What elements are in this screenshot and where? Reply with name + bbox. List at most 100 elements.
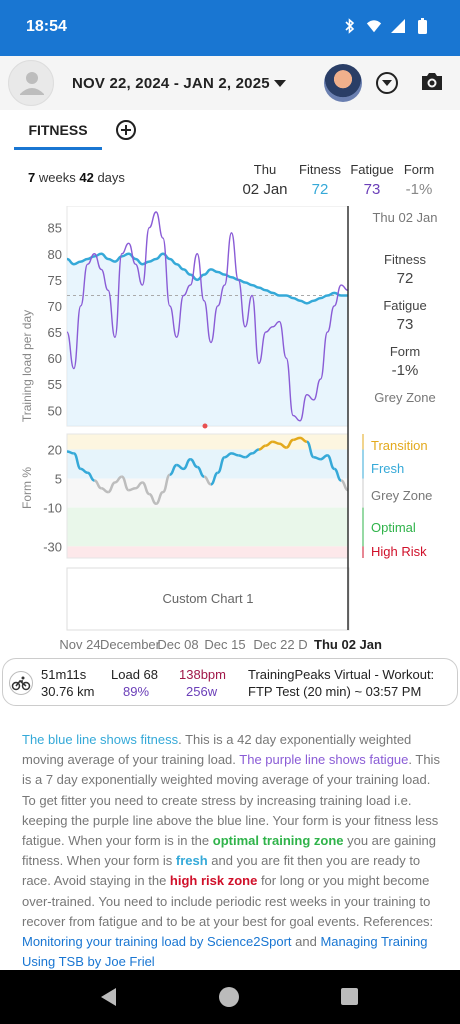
desc-blue: The blue line shows fitness	[22, 732, 179, 747]
activity-intensity: 89%	[123, 684, 150, 699]
optimal-legend-bar	[362, 507, 364, 547]
fitness-description: The blue line shows fitness. This is a 4…	[22, 730, 440, 972]
form-value: -1%	[405, 181, 433, 198]
form-line-segment	[101, 487, 109, 494]
side-fatigue-label: Fatigue	[383, 298, 427, 313]
activity-card[interactable]: 51m11s 30.76 km Load 68 89% 138bpm 256w …	[2, 658, 458, 706]
desc-text1: . This is a 42 day exponentially weighte…	[22, 732, 412, 768]
form-line-segment	[340, 479, 349, 492]
camera-icon[interactable]	[420, 70, 444, 92]
x-axis-label: Dec 08	[157, 637, 198, 652]
chevron-down-icon[interactable]	[274, 80, 286, 87]
form-label: Form	[403, 162, 435, 177]
form-line-segment	[114, 475, 123, 484]
custom-chart-box[interactable]	[66, 567, 350, 631]
fitness-value: 72	[311, 181, 329, 198]
summary-date-value: 02 Jan	[242, 181, 288, 198]
form-line-segment	[135, 481, 143, 490]
load-y-tick-label: 80	[48, 247, 62, 262]
chart-tabs: FITNESS	[0, 110, 460, 154]
activity-duration: 51m11s	[41, 667, 87, 682]
fitness-chart[interactable]: 85 80 75 70 65 60 55 50 Training load per day 2…	[0, 205, 460, 656]
form-line-segment	[66, 450, 74, 455]
form-line-segment	[238, 454, 246, 459]
days-count: 42	[79, 170, 94, 185]
form-line-segment	[148, 492, 157, 505]
tab-fitness[interactable]: FITNESS	[14, 110, 102, 150]
form-line-segment	[190, 457, 198, 469]
x-axis-label: Thu 02 Jan	[314, 637, 382, 652]
app-bar: NOV 22, 2024 - JAN 2, 2025	[0, 56, 460, 110]
wifi-icon	[366, 20, 382, 33]
summary-day: Thu	[253, 162, 277, 177]
high-risk-legend-bar	[362, 546, 364, 558]
add-chart-icon[interactable]	[116, 120, 136, 140]
form-line-segment	[87, 471, 95, 482]
today-marker	[202, 423, 208, 429]
desc-purple: The purple line shows fatigue	[239, 752, 409, 768]
fitness-line	[66, 252, 348, 305]
fresh-band	[67, 449, 348, 479]
desc-and: and	[291, 934, 321, 950]
status-icons	[342, 17, 430, 35]
form-line-segment	[121, 475, 130, 492]
x-axis-label: D	[298, 637, 307, 652]
activity-title-line2: FTP Test (20 min) ~ 03:57 PM	[248, 684, 422, 699]
form-line-segment	[210, 471, 219, 486]
profile-avatar[interactable]	[324, 64, 362, 102]
bike-icon	[9, 671, 33, 695]
bluetooth-icon	[345, 18, 355, 34]
form-y-tick-label: -10	[43, 501, 62, 516]
activity-distance: 30.76 km	[41, 684, 95, 699]
load-y-axis-label: Training load per day	[20, 310, 34, 422]
zone-optimal: Optimal	[371, 520, 416, 535]
form-line-segment	[169, 463, 178, 476]
x-axis-label: Dec 22	[253, 637, 294, 652]
form-line-segment	[333, 467, 342, 482]
x-axis-label: Dec 15	[204, 637, 245, 652]
load-y-tick-label: 50	[48, 403, 62, 418]
load-y-tick-label: 85	[48, 221, 62, 236]
activity-title-line1: TrainingPeaks Virtual - Workout:	[248, 667, 435, 682]
reference-link-joe-friel[interactable]: Managing Training Using TSB by Joe Friel	[22, 934, 428, 970]
weeks-word: weeks	[38, 170, 76, 185]
activity-load: Load 68	[111, 667, 158, 682]
summary-date: Thu 02 Jan	[236, 162, 294, 198]
form-line-segment	[94, 479, 102, 490]
dropdown-circle-icon[interactable]	[376, 72, 398, 94]
athlete-avatar[interactable]	[8, 60, 54, 106]
side-zone: Grey Zone	[374, 390, 436, 405]
form-line-segment	[279, 442, 287, 449]
reference-link-science2sport[interactable]: Monitoring your training load by Science…	[22, 934, 292, 950]
load-y-tick-label: 65	[48, 325, 62, 340]
date-range-selector[interactable]: NOV 22, 2024 - JAN 2, 2025	[72, 75, 270, 92]
fatigue-line	[66, 211, 349, 422]
form-line-segment	[258, 444, 266, 451]
x-axis-label: December	[100, 637, 161, 652]
custom-chart-label[interactable]: Custom Chart 1	[162, 591, 253, 606]
desc-high-risk: high risk zone	[169, 873, 258, 889]
zone-grey: Grey Zone	[371, 488, 433, 503]
home-icon[interactable]	[219, 987, 239, 1007]
days-word: days	[97, 170, 125, 185]
form-line-segment	[272, 440, 280, 445]
side-fitness-value: 72	[396, 270, 414, 287]
recent-apps-icon[interactable]	[341, 988, 358, 1005]
fitness-chart-svg[interactable]: 85 80 75 70 65 60 55 50 Training load per day 2…	[0, 205, 460, 656]
form-line-segment	[73, 452, 82, 471]
fatigue-label: Fatigue	[350, 162, 394, 177]
form-y-ticks: 20 5 -10 -30	[43, 443, 62, 555]
side-form-value: -1%	[391, 362, 419, 379]
form-line-segment	[107, 481, 116, 494]
load-y-ticks: 85 80 75 70 65 60 55 50	[48, 221, 62, 419]
form-line-segment	[196, 465, 205, 478]
form-line-segment	[299, 436, 308, 443]
battery-icon	[418, 18, 427, 34]
zone-transition: Transition	[371, 438, 428, 453]
form-y-axis-label: Form %	[20, 467, 34, 509]
form-line-segment	[326, 454, 335, 471]
form-line-segment	[285, 438, 294, 449]
form-line-segment	[245, 452, 253, 459]
back-icon[interactable]	[101, 988, 116, 1006]
